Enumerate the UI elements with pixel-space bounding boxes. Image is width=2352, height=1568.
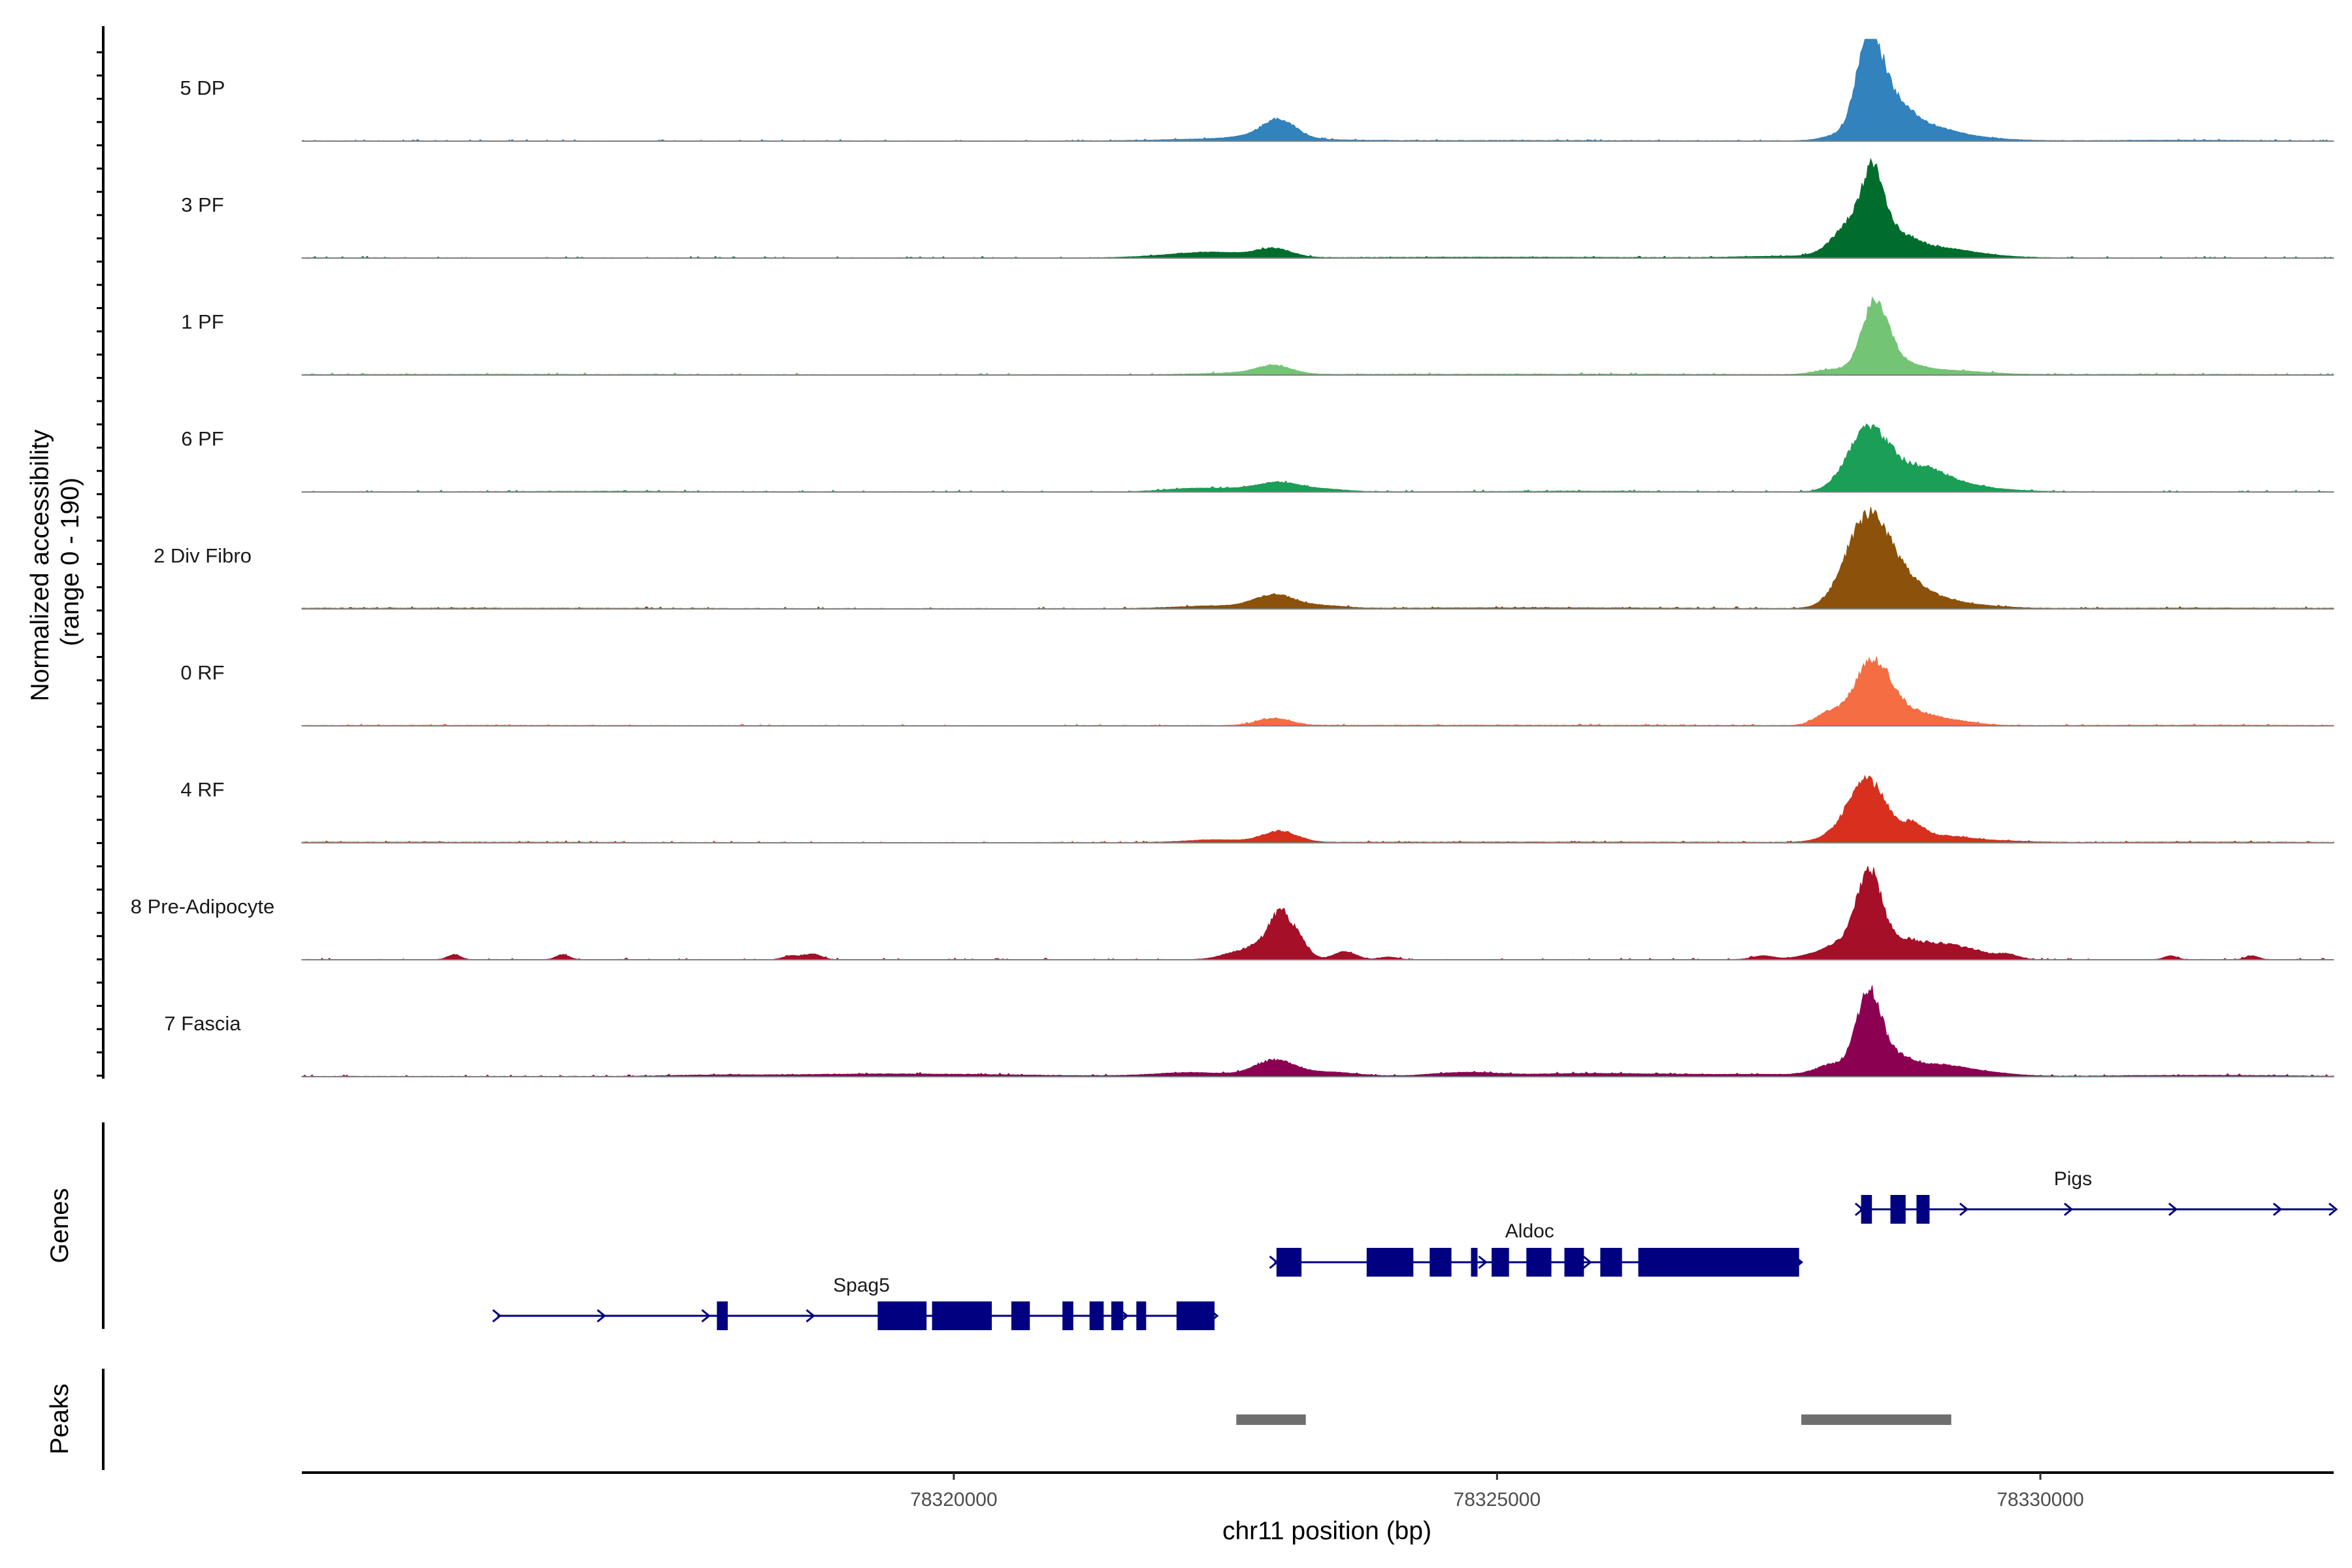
coverage-area — [301, 985, 2334, 1077]
exon-block — [1471, 1248, 1478, 1277]
coverage-track: 1 PF — [181, 296, 2334, 376]
coverage-area — [301, 39, 2334, 142]
gene-model: Pigs — [1854, 1168, 2338, 1224]
track-label: 2 Div Fibro — [154, 544, 252, 567]
coverage-track: 0 RF — [180, 656, 2334, 727]
strand-arrow — [2272, 1202, 2283, 1217]
strand-arrow — [1269, 1255, 1279, 1269]
genes-axis-title: Genes — [46, 1188, 74, 1264]
exon-block — [1890, 1195, 1906, 1224]
coverage-track: 7 Fascia — [164, 985, 2334, 1077]
gene-model: Aldoc — [1269, 1220, 1804, 1277]
strand-arrow — [2168, 1202, 2178, 1217]
coverage-area — [301, 656, 2334, 727]
coverage-area — [301, 866, 2334, 960]
strand-arrow — [1959, 1202, 1969, 1217]
exon-block — [932, 1301, 992, 1330]
exon-block — [1276, 1248, 1302, 1277]
track-label: 0 RF — [180, 661, 224, 684]
track-label: 8 Pre-Adipocyte — [131, 895, 275, 918]
exon-block — [1861, 1195, 1872, 1224]
gene-name-label: Aldoc — [1505, 1220, 1554, 1242]
strand-arrow — [596, 1309, 606, 1323]
strand-arrow — [492, 1309, 502, 1323]
track-label: 5 DP — [180, 76, 225, 99]
coverage-tracks: 5 DP 3 PF 1 PF 6 PF 2 Div Fibro 0 RF 4 RF 8 Pre… — [131, 39, 2334, 1077]
exon-block — [1916, 1195, 1930, 1224]
strand-arrow — [1582, 1255, 1592, 1269]
genes-panel: Genes Spag5 Aldoc Pigs — [46, 1122, 2338, 1330]
coverage-area — [301, 774, 2334, 843]
coverage-area — [301, 423, 2334, 493]
coverage-track: 3 PF — [181, 157, 2334, 259]
exon-block — [717, 1301, 728, 1330]
y-axis-title-line-1: Normalized accessibility — [26, 429, 54, 702]
coverage-track: 2 Div Fibro — [154, 506, 2334, 610]
coverage-track: 4 RF — [180, 774, 2334, 843]
strand-arrow — [701, 1309, 711, 1323]
coverage-area — [301, 157, 2334, 259]
x-tick-label: 78330000 — [1997, 1489, 2083, 1511]
x-axis-title: chr11 position (bp) — [1222, 1517, 1431, 1545]
exon-block — [1136, 1301, 1147, 1330]
coverage-track: 8 Pre-Adipocyte — [131, 866, 2334, 960]
coverage-track: 5 DP — [180, 39, 2334, 142]
exon-block — [1526, 1248, 1552, 1277]
gene-model: Spag5 — [492, 1275, 1219, 1330]
gene-name-label: Spag5 — [833, 1275, 890, 1296]
x-tick-label: 78325000 — [1454, 1489, 1541, 1511]
gene-models: Spag5 Aldoc Pigs — [492, 1168, 2338, 1330]
exon-block — [1564, 1248, 1584, 1277]
track-label: 7 Fascia — [164, 1012, 241, 1035]
exon-block — [1089, 1301, 1104, 1330]
strand-arrow — [806, 1309, 815, 1323]
peak-region — [1236, 1414, 1306, 1425]
track-label: 1 PF — [181, 310, 223, 333]
peak-region — [1801, 1414, 1952, 1425]
peaks-panel: Peaks — [46, 1369, 1952, 1470]
track-label: 6 PF — [181, 427, 223, 450]
exon-block — [1638, 1248, 1799, 1277]
strand-arrow — [2328, 1202, 2338, 1217]
track-label: 3 PF — [181, 193, 223, 216]
peaks-axis-title: Peaks — [46, 1384, 74, 1454]
strand-arrow — [1478, 1255, 1488, 1269]
exon-block — [1429, 1248, 1452, 1277]
exon-block — [1366, 1248, 1414, 1277]
x-axis-ticks: 78320000 78325000 78330000 — [910, 1473, 2084, 1511]
coverage-area — [301, 296, 2334, 376]
exon-block — [1492, 1248, 1509, 1277]
exon-block — [1062, 1301, 1073, 1330]
coverage-track: 6 PF — [181, 423, 2334, 493]
gene-name-label: Pigs — [2054, 1168, 2092, 1190]
exon-block — [1111, 1301, 1124, 1330]
y-axis — [97, 26, 105, 1079]
exon-block — [1600, 1248, 1622, 1277]
strand-arrow — [2063, 1202, 2074, 1217]
y-axis-title-line-2: (range 0 - 190) — [56, 478, 84, 646]
x-tick-label: 78320000 — [910, 1489, 997, 1511]
coverage-area — [301, 506, 2334, 610]
y-axis-title: Normalized accessibility (range 0 - 190) — [26, 423, 84, 702]
exon-block — [1011, 1301, 1030, 1330]
exon-block — [877, 1301, 927, 1330]
peak-regions — [1236, 1414, 1952, 1425]
track-label: 4 RF — [180, 778, 224, 801]
exon-block — [1176, 1301, 1215, 1330]
